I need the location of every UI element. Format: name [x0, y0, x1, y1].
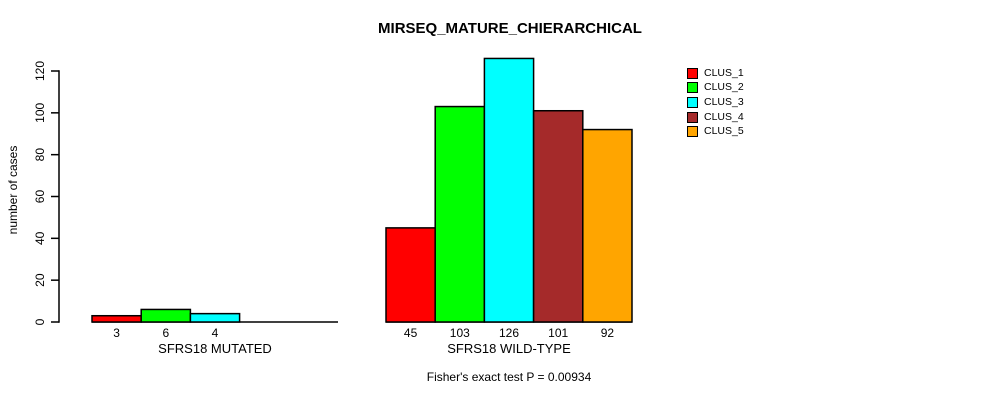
legend-item: CLUS_4 — [687, 110, 744, 125]
x-category-label: SFRS18 MUTATED — [158, 341, 272, 356]
legend-item: CLUS_3 — [687, 95, 744, 110]
bar-value-label: 101 — [548, 326, 568, 340]
y-tick-label: 100 — [33, 103, 47, 123]
y-axis-title: number of cases — [6, 145, 20, 235]
y-tick-label: 80 — [33, 148, 47, 162]
x-category-label: SFRS18 WILD-TYPE — [447, 341, 571, 356]
bar-value-label: 4 — [212, 326, 219, 340]
legend-label: CLUS_2 — [704, 81, 744, 94]
y-tick-label: 20 — [33, 273, 47, 287]
legend-label: CLUS_3 — [704, 95, 744, 108]
legend-swatch — [687, 82, 698, 94]
bar-clus_2 — [140, 308, 192, 323]
legend-swatch — [687, 96, 698, 108]
legend-label: CLUS_1 — [704, 66, 744, 79]
y-tick-label: 120 — [33, 61, 47, 81]
bar-value-label: 45 — [404, 326, 418, 340]
legend-swatch — [687, 126, 698, 138]
chart-title: MIRSEQ_MATURE_CHIERARCHICAL — [378, 20, 642, 37]
legend-item: CLUS_1 — [687, 66, 744, 81]
bar-clus_2 — [434, 105, 486, 323]
legend: CLUS_1 CLUS_2 CLUS_3 CLUS_4 CLUS_5 — [687, 66, 744, 139]
bar-value-label: 6 — [162, 326, 169, 340]
y-tick-label: 60 — [33, 190, 47, 204]
legend-swatch — [687, 111, 698, 123]
bar-clus_3 — [483, 57, 535, 323]
bar-clus_1 — [385, 227, 436, 323]
bar-value-label: 103 — [450, 326, 470, 340]
y-tick-label: 40 — [33, 231, 47, 245]
bar-value-label: 3 — [113, 326, 120, 340]
legend-label: CLUS_4 — [704, 110, 744, 123]
legend-swatch — [687, 67, 698, 79]
y-tick-label: 0 — [33, 318, 47, 325]
stat-annotation: Fisher's exact test P = 0.00934 — [426, 370, 592, 384]
bar-clus_1 — [91, 314, 142, 323]
bar-value-label: 92 — [601, 326, 615, 340]
legend-item: CLUS_2 — [687, 81, 744, 96]
legend-label: CLUS_5 — [704, 125, 744, 138]
bar-clus_5 — [582, 128, 633, 323]
bar-value-label: 126 — [499, 326, 519, 340]
bar-clus_3 — [189, 312, 241, 323]
legend-item: CLUS_5 — [687, 124, 744, 139]
bar-clus_4 — [532, 109, 584, 323]
